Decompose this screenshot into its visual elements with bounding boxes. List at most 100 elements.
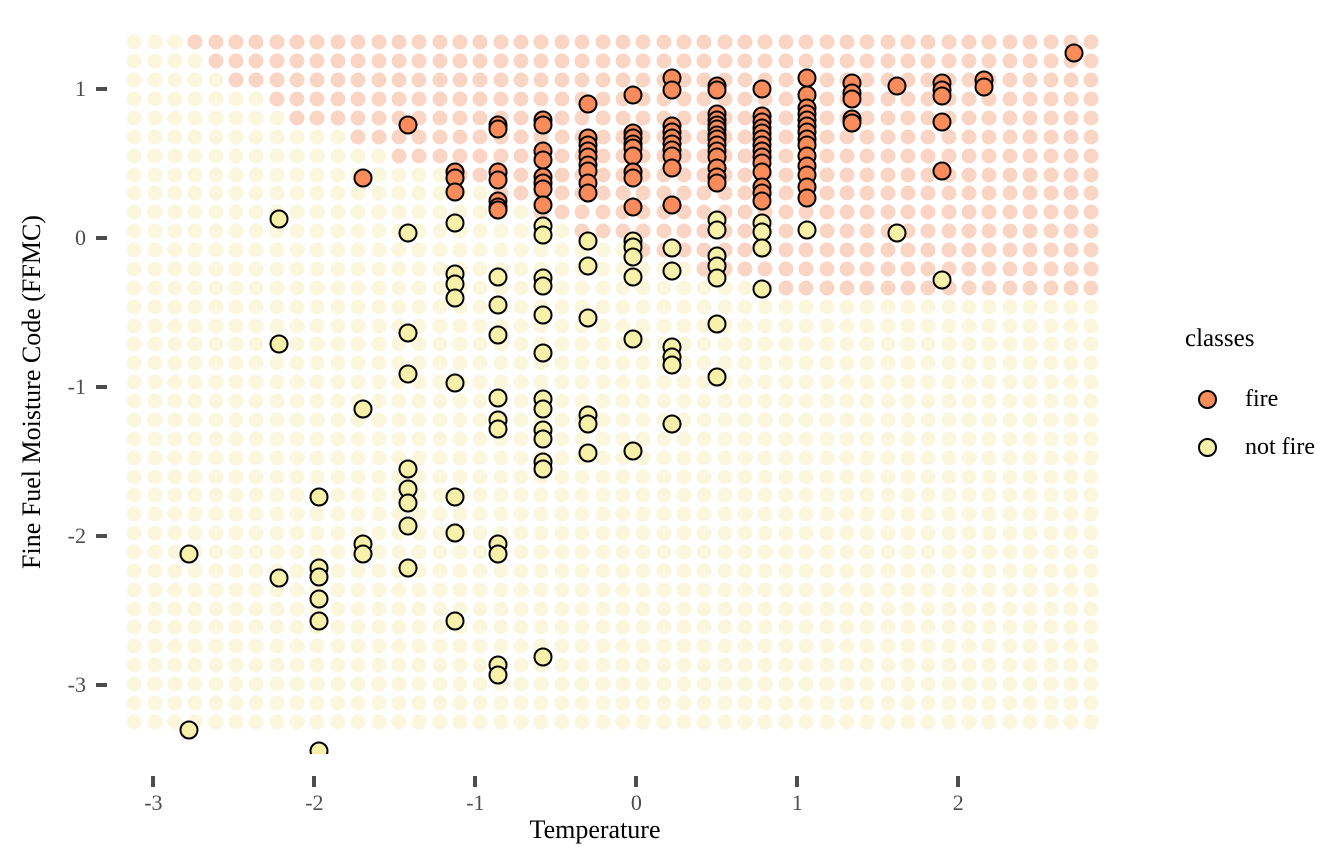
data-point-not-fire[interactable] (398, 223, 418, 243)
data-point-not-fire[interactable] (488, 544, 508, 564)
legend-entry-fire[interactable]: fire (1185, 375, 1335, 423)
data-point-not-fire[interactable] (398, 364, 418, 384)
data-point-not-fire[interactable] (662, 261, 682, 281)
data-point-fire[interactable] (932, 86, 952, 106)
data-point-fire[interactable] (488, 200, 508, 219)
data-point-fire[interactable] (974, 77, 994, 97)
data-point-not-fire[interactable] (707, 367, 727, 387)
data-point-fire[interactable] (445, 182, 464, 202)
data-point-fire[interactable] (488, 119, 508, 139)
data-point-not-fire[interactable] (445, 288, 464, 307)
data-point-fire[interactable] (707, 80, 727, 100)
data-point-fire[interactable] (623, 197, 643, 216)
data-point-not-fire[interactable] (309, 741, 329, 754)
data-point-not-fire[interactable] (533, 276, 553, 296)
data-point-not-fire[interactable] (707, 220, 727, 240)
data-point-not-fire[interactable] (445, 487, 464, 507)
data-point-fire[interactable] (932, 112, 952, 131)
data-point-not-fire[interactable] (488, 665, 508, 685)
data-point-not-fire[interactable] (707, 314, 727, 334)
data-point-not-fire[interactable] (707, 268, 727, 288)
data-point-not-fire[interactable] (623, 329, 643, 349)
data-point-not-fire[interactable] (797, 220, 817, 240)
data-point-not-fire[interactable] (445, 213, 464, 233)
data-point-fire[interactable] (623, 85, 643, 105)
data-point-not-fire[interactable] (578, 308, 598, 328)
data-point-fire[interactable] (488, 170, 508, 190)
data-point-not-fire[interactable] (445, 611, 464, 631)
data-point-fire[interactable] (353, 168, 373, 188)
data-point-not-fire[interactable] (269, 209, 289, 228)
data-point-not-fire[interactable] (533, 225, 553, 245)
data-point-not-fire[interactable] (353, 399, 373, 419)
data-point-not-fire[interactable] (269, 334, 289, 354)
data-point-fire[interactable] (533, 115, 553, 134)
data-point-not-fire[interactable] (662, 238, 682, 258)
data-point-fire[interactable] (662, 195, 682, 215)
data-point-not-fire[interactable] (578, 256, 598, 276)
data-point-not-fire[interactable] (398, 323, 418, 343)
data-point-fire[interactable] (623, 168, 643, 188)
mesh-dot (147, 374, 162, 390)
data-point-fire[interactable] (662, 80, 682, 100)
data-point-not-fire[interactable] (488, 388, 508, 407)
data-point-not-fire[interactable] (578, 231, 598, 251)
legend-entry-not-fire[interactable]: not fire (1185, 423, 1335, 471)
data-point-fire[interactable] (752, 79, 772, 99)
data-point-not-fire[interactable] (533, 399, 553, 419)
data-point-fire[interactable] (752, 191, 772, 211)
mesh-dot (472, 204, 488, 220)
data-point-not-fire[interactable] (398, 459, 418, 479)
data-point-not-fire[interactable] (179, 720, 199, 740)
data-point-fire[interactable] (398, 115, 418, 134)
data-point-not-fire[interactable] (623, 247, 643, 267)
data-point-not-fire[interactable] (752, 279, 772, 299)
mesh-dot (493, 53, 509, 69)
data-point-not-fire[interactable] (445, 373, 464, 393)
data-point-fire[interactable] (797, 188, 817, 208)
data-point-not-fire[interactable] (533, 429, 553, 449)
data-point-fire[interactable] (1064, 43, 1084, 63)
data-point-not-fire[interactable] (488, 325, 508, 345)
data-point-fire[interactable] (842, 113, 862, 133)
data-point-not-fire[interactable] (578, 414, 598, 434)
data-point-not-fire[interactable] (533, 647, 553, 667)
data-point-not-fire[interactable] (623, 441, 643, 461)
data-point-fire[interactable] (578, 94, 598, 114)
data-point-not-fire[interactable] (179, 544, 199, 564)
data-point-not-fire[interactable] (488, 267, 508, 287)
data-point-not-fire[interactable] (533, 305, 553, 325)
data-point-fire[interactable] (707, 173, 727, 193)
data-point-fire[interactable] (662, 158, 682, 178)
data-point-not-fire[interactable] (488, 419, 508, 439)
data-point-not-fire[interactable] (353, 544, 373, 564)
mesh-dot (1043, 280, 1058, 296)
data-point-fire[interactable] (842, 89, 862, 109)
data-point-not-fire[interactable] (309, 589, 329, 609)
data-point-not-fire[interactable] (887, 223, 907, 243)
data-point-not-fire[interactable] (932, 270, 952, 290)
data-point-fire[interactable] (533, 195, 553, 215)
mesh-dot (1043, 261, 1058, 277)
data-point-not-fire[interactable] (533, 343, 553, 363)
data-point-not-fire[interactable] (309, 487, 329, 507)
data-point-not-fire[interactable] (488, 295, 508, 315)
data-point-not-fire[interactable] (752, 238, 772, 258)
data-point-not-fire[interactable] (309, 611, 329, 631)
data-point-not-fire[interactable] (398, 493, 418, 513)
data-point-fire[interactable] (578, 183, 598, 203)
data-point-not-fire[interactable] (533, 459, 553, 479)
data-point-not-fire[interactable] (662, 414, 682, 434)
data-point-not-fire[interactable] (269, 568, 289, 588)
data-point-fire[interactable] (932, 161, 952, 181)
data-point-not-fire[interactable] (662, 355, 682, 375)
data-point-not-fire[interactable] (398, 558, 418, 577)
data-point-not-fire[interactable] (578, 443, 598, 463)
data-point-not-fire[interactable] (398, 516, 418, 536)
mesh-dot (1083, 336, 1099, 352)
data-point-not-fire[interactable] (623, 267, 643, 287)
data-point-not-fire[interactable] (445, 523, 464, 543)
data-point-not-fire[interactable] (309, 567, 329, 586)
x-tick-label: 0 (630, 790, 642, 815)
data-point-fire[interactable] (887, 76, 907, 96)
